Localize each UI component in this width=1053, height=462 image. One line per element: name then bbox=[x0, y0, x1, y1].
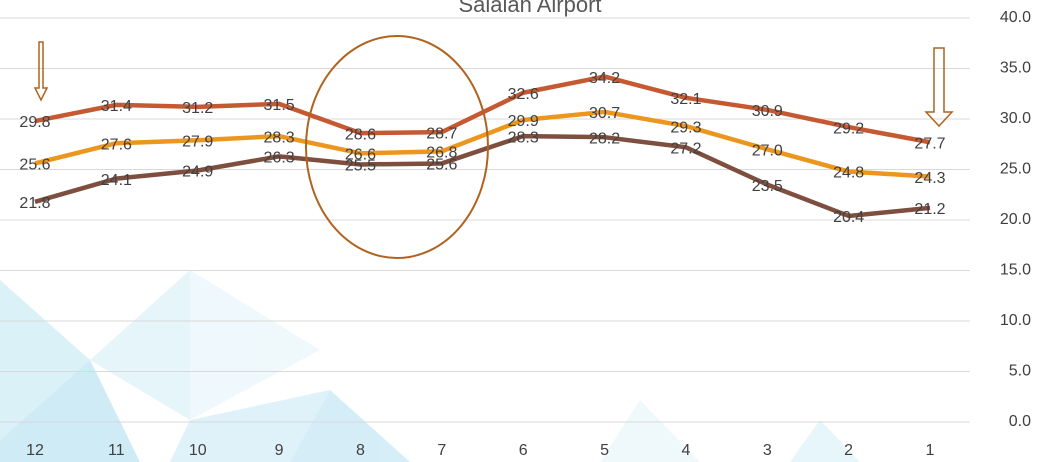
data-label: 24.9 bbox=[182, 164, 213, 181]
series-line bbox=[35, 136, 930, 216]
data-label: 28.7 bbox=[426, 125, 457, 142]
data-label: 21.2 bbox=[914, 201, 945, 218]
y-tick-label: 20.0 bbox=[1000, 211, 1031, 228]
data-label: 28.6 bbox=[345, 126, 376, 143]
x-tick-label: 11 bbox=[108, 442, 125, 459]
data-label: 34.2 bbox=[589, 70, 620, 87]
data-label: 30.7 bbox=[589, 105, 620, 122]
y-tick-label: 15.0 bbox=[1000, 262, 1031, 279]
x-tick-label: 8 bbox=[356, 442, 365, 459]
data-label: 23.5 bbox=[752, 178, 783, 195]
data-label: 29.3 bbox=[670, 119, 701, 136]
data-label: 27.2 bbox=[670, 140, 701, 157]
x-tick-label: 12 bbox=[26, 442, 44, 459]
arrow-right bbox=[926, 48, 952, 126]
data-label: 31.5 bbox=[264, 97, 295, 114]
y-tick-label: 40.0 bbox=[1000, 9, 1031, 26]
chart-title: Salalah Airport bbox=[458, 0, 601, 17]
y-tick-label: 30.0 bbox=[1000, 110, 1031, 127]
data-label: 26.3 bbox=[264, 150, 295, 167]
x-tick-label: 5 bbox=[600, 442, 609, 459]
data-label: 27.7 bbox=[914, 135, 945, 152]
y-tick-label: 5.0 bbox=[1009, 363, 1031, 380]
data-label: 29.8 bbox=[19, 114, 50, 131]
x-tick-label: 4 bbox=[681, 442, 690, 459]
data-label: 30.9 bbox=[752, 103, 783, 120]
chart: Salalah Airport 0.0 5.0 10.0 15.0 20.0 25.0 30… bbox=[0, 0, 1053, 462]
data-label: 29.2 bbox=[833, 120, 864, 137]
y-tick-label: 25.0 bbox=[1000, 161, 1031, 178]
x-tick-label: 7 bbox=[437, 442, 446, 459]
data-label: 32.6 bbox=[508, 86, 539, 103]
data-label: 25.6 bbox=[19, 157, 50, 174]
x-tick-label: 2 bbox=[844, 442, 853, 459]
x-tick-label: 9 bbox=[275, 442, 284, 459]
x-tick-label: 6 bbox=[519, 442, 528, 459]
data-label: 28.3 bbox=[508, 129, 539, 146]
x-tick-label: 3 bbox=[763, 442, 772, 459]
y-tick-label: 35.0 bbox=[1000, 60, 1031, 77]
data-label: 28.2 bbox=[589, 130, 620, 147]
data-label: 27.0 bbox=[752, 143, 783, 160]
data-label: 31.4 bbox=[101, 98, 132, 115]
data-label: 29.9 bbox=[508, 113, 539, 130]
data-label: 24.8 bbox=[833, 165, 864, 182]
y-tick-label: 10.0 bbox=[1000, 312, 1031, 329]
x-tick-label: 10 bbox=[189, 442, 207, 459]
data-label: 25.5 bbox=[345, 158, 376, 175]
data-label: 27.6 bbox=[101, 136, 132, 153]
series-line bbox=[35, 112, 930, 177]
data-label: 21.8 bbox=[19, 195, 50, 212]
data-label: 28.3 bbox=[264, 129, 295, 146]
data-label: 24.1 bbox=[101, 172, 132, 189]
data-label: 31.2 bbox=[182, 100, 213, 117]
data-label: 27.9 bbox=[182, 133, 213, 150]
data-label: 32.1 bbox=[670, 91, 701, 108]
background-decoration bbox=[0, 270, 860, 462]
data-label: 20.4 bbox=[833, 209, 864, 226]
y-tick-label: 0.0 bbox=[1009, 413, 1031, 430]
arrow-left bbox=[35, 42, 47, 100]
x-tick-label: 1 bbox=[926, 442, 935, 459]
data-label: 24.3 bbox=[914, 170, 945, 187]
data-label: 25.6 bbox=[426, 157, 457, 174]
